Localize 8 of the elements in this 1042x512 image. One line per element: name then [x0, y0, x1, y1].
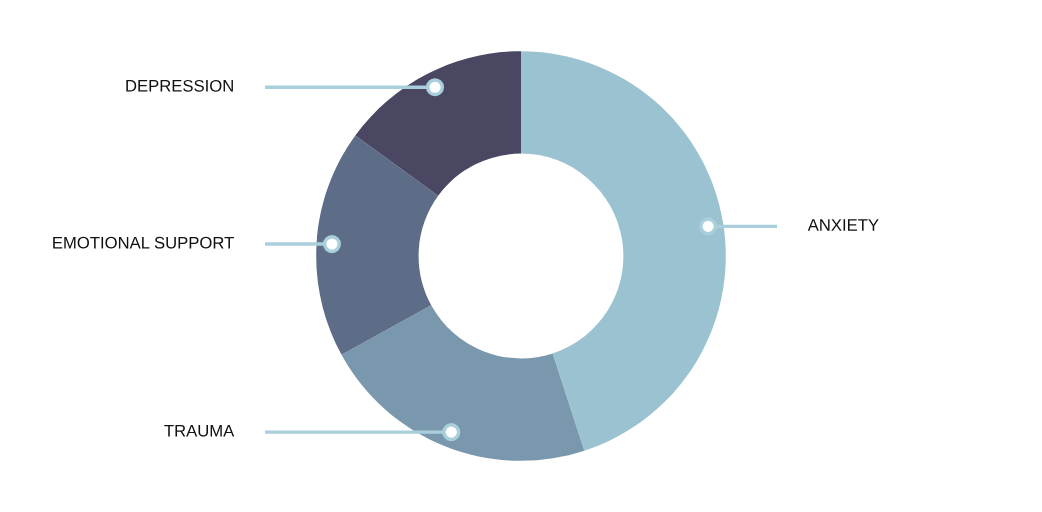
slice-label: DEPRESSION	[126, 79, 233, 92]
donut-slice	[316, 135, 439, 355]
slice-label: EMOTIONAL SUPPORT	[53, 236, 234, 249]
donut-slice	[521, 51, 726, 451]
donut-slice	[341, 305, 585, 461]
slice-label: TRAUMA	[164, 424, 235, 437]
slice-label: ANXIETY	[807, 219, 879, 231]
donut-slice	[355, 51, 521, 196]
